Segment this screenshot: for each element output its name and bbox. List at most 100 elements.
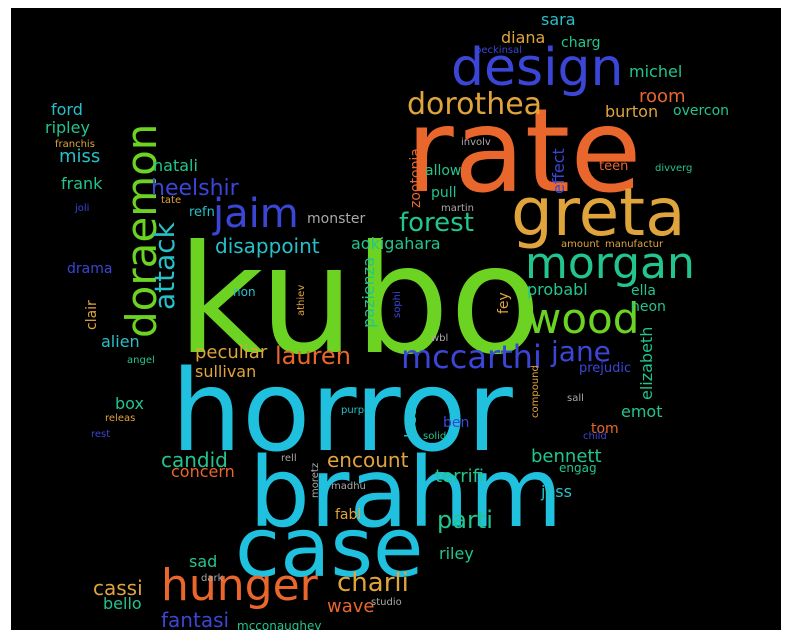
word-teen: teen <box>599 159 629 174</box>
word-jess: jess <box>541 482 572 501</box>
word-concern: concern <box>171 462 235 481</box>
word-purpos: purpos <box>341 405 376 416</box>
word-prejudic: prejudic <box>579 361 632 376</box>
word-martin: martin <box>441 203 475 214</box>
word-non: non <box>233 285 256 299</box>
word-mccarthi: mccarthi <box>401 338 542 376</box>
word-wave: wave <box>327 596 375 617</box>
word-charli: charli <box>337 568 409 598</box>
word-emot: emot <box>621 402 663 421</box>
word-case: case <box>235 501 424 596</box>
word-burton: burton <box>605 102 659 121</box>
word-fantasi: fantasi <box>161 608 230 630</box>
word-madhu: madhu <box>331 481 366 492</box>
word-jane: jane <box>551 335 611 368</box>
word-allow: allow <box>425 163 462 179</box>
word-pazienza: pazienza <box>359 257 378 328</box>
word-divverg: divverg <box>655 163 693 174</box>
word-disappoint: disappoint <box>215 234 320 258</box>
word-lauren: lauren <box>275 342 351 370</box>
word-box: box <box>115 394 144 413</box>
word-child: child <box>583 431 607 442</box>
word-franchis: franchis <box>55 139 95 150</box>
word-sall: sall <box>567 393 584 404</box>
word-engag: engag <box>559 461 597 475</box>
word-riley: riley <box>439 544 474 563</box>
word-beckinsal: beckinsal <box>475 45 523 56</box>
word-studio: studio <box>371 597 402 608</box>
word-zootopia: zootopia <box>408 148 424 208</box>
word-tate: tate <box>161 195 182 206</box>
word-loss: loss <box>401 407 420 438</box>
word-wbl: wbl <box>431 333 449 344</box>
word-elizabeth: elizabeth <box>637 326 656 400</box>
word-sad: sad <box>189 552 218 571</box>
word-solid: solid <box>423 431 447 442</box>
word-natali: natali <box>153 156 198 175</box>
word-room: room <box>639 86 686 107</box>
word-hunger: hunger <box>161 560 318 611</box>
word-alien: alien <box>101 332 140 351</box>
word-mcconaughey: mcconaughey <box>237 619 322 630</box>
word-ripley: ripley <box>45 118 90 137</box>
word-rest: rest <box>91 429 111 440</box>
word-pull: pull <box>431 185 457 201</box>
word-dorothea: dorothea <box>407 87 543 122</box>
word-clair: clair <box>84 300 100 330</box>
word-effect: effect <box>549 148 568 194</box>
word-compound: compound <box>530 365 541 418</box>
word-ben: ben <box>443 415 470 431</box>
word-joli: joli <box>75 203 90 214</box>
word-sullivan: sullivan <box>195 362 257 381</box>
word-drama: drama <box>67 261 113 277</box>
word-athiev: athiev <box>296 284 307 316</box>
word-dark: dark <box>201 573 224 584</box>
word-moretz: moretz <box>310 462 321 498</box>
word-terrifi: terrifi <box>435 466 484 487</box>
word-frank: frank <box>61 174 103 193</box>
word-horror: horror <box>171 347 513 477</box>
word-encount: encount <box>327 448 409 472</box>
word-ford: ford <box>51 100 83 119</box>
word-neon: neon <box>631 299 666 315</box>
word-cassi: cassi <box>93 576 143 600</box>
word-involv: involv <box>461 137 491 148</box>
word-overcon: overcon <box>673 103 730 119</box>
word-michel: michel <box>629 62 683 81</box>
word-wood: wood <box>527 294 640 343</box>
word-refn: refn <box>189 205 215 220</box>
word-bello: bello <box>103 594 142 613</box>
word-angel: angel <box>127 355 155 366</box>
word-aokigahara: aokigahara <box>351 234 441 253</box>
word-charg: charg <box>561 35 601 51</box>
word-monster: monster <box>307 211 366 227</box>
word-attack: attack <box>148 222 181 310</box>
word-peculiar: peculiar <box>195 342 268 363</box>
word-releas: releas <box>105 413 136 424</box>
word-ella: ella <box>631 283 656 299</box>
word-sara: sara <box>541 10 576 29</box>
word-rell: rell <box>281 453 297 464</box>
word-miss: miss <box>59 146 101 167</box>
word-morgan: morgan <box>525 238 695 289</box>
word-fabl: fabl <box>335 507 362 523</box>
word-candid: candid <box>161 448 228 472</box>
word-jaim: jaim <box>213 191 299 237</box>
word-rate: rate <box>406 84 642 219</box>
word-kubo: kubo <box>177 214 542 388</box>
word-bennett: bennett <box>531 446 602 467</box>
word-manufactur: manufactur <box>605 239 664 250</box>
word-diana: diana <box>501 28 546 47</box>
word-forest: forest <box>399 208 474 238</box>
word-fey: fey <box>496 292 512 314</box>
word-cloud: kubo horror rate brahm case greta design… <box>11 8 781 630</box>
word-tom: tom <box>591 421 619 437</box>
word-amount: amount <box>561 239 600 250</box>
word-heelshir: heelshir <box>151 176 239 201</box>
word-parti: parti <box>437 506 493 534</box>
word-greta: greta <box>511 174 686 251</box>
word-probabl: probabl <box>527 280 588 299</box>
word-sophi: sophi <box>392 291 403 318</box>
word-design: design <box>451 38 624 98</box>
